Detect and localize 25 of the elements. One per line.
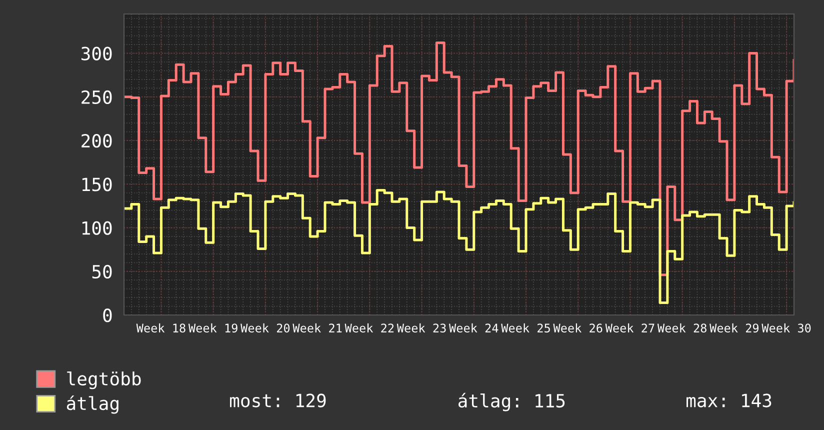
text: max: 143: [686, 394, 772, 408]
y-tick-label: 0: [103, 308, 112, 322]
x-tick-label: Week 21: [292, 323, 342, 333]
y-tick-label: 100: [82, 221, 112, 235]
y-tick-label: 150: [82, 178, 112, 192]
x-tick-label: Week 28: [657, 323, 706, 333]
x-tick-label: Week 29: [710, 323, 759, 333]
legend-label: legtöbb: [67, 371, 141, 390]
text: most: 129: [230, 394, 326, 408]
x-tick-label: Week 26: [553, 323, 602, 333]
x-tick-label: Week 24: [449, 323, 498, 333]
x-tick-label: Week 30: [762, 323, 811, 333]
x-tick-label: Week 25: [501, 323, 550, 333]
x-tick-label: Week 27: [605, 323, 654, 333]
y-tick-label: 250: [82, 90, 112, 104]
y-tick-label: 50: [92, 264, 112, 279]
legend-label: átlag: [66, 395, 118, 414]
x-tick-label: Week 18: [136, 323, 186, 333]
y-tick-label: 200: [82, 134, 112, 148]
x-tick-label: Week 22: [344, 323, 394, 333]
x-tick-label: Week 20: [240, 323, 290, 333]
x-tick-label: Week 19: [188, 323, 238, 333]
y-tick-label: 300: [81, 46, 112, 60]
x-tick-label: Week 23: [396, 323, 446, 333]
text: átlag: 115: [458, 392, 565, 412]
